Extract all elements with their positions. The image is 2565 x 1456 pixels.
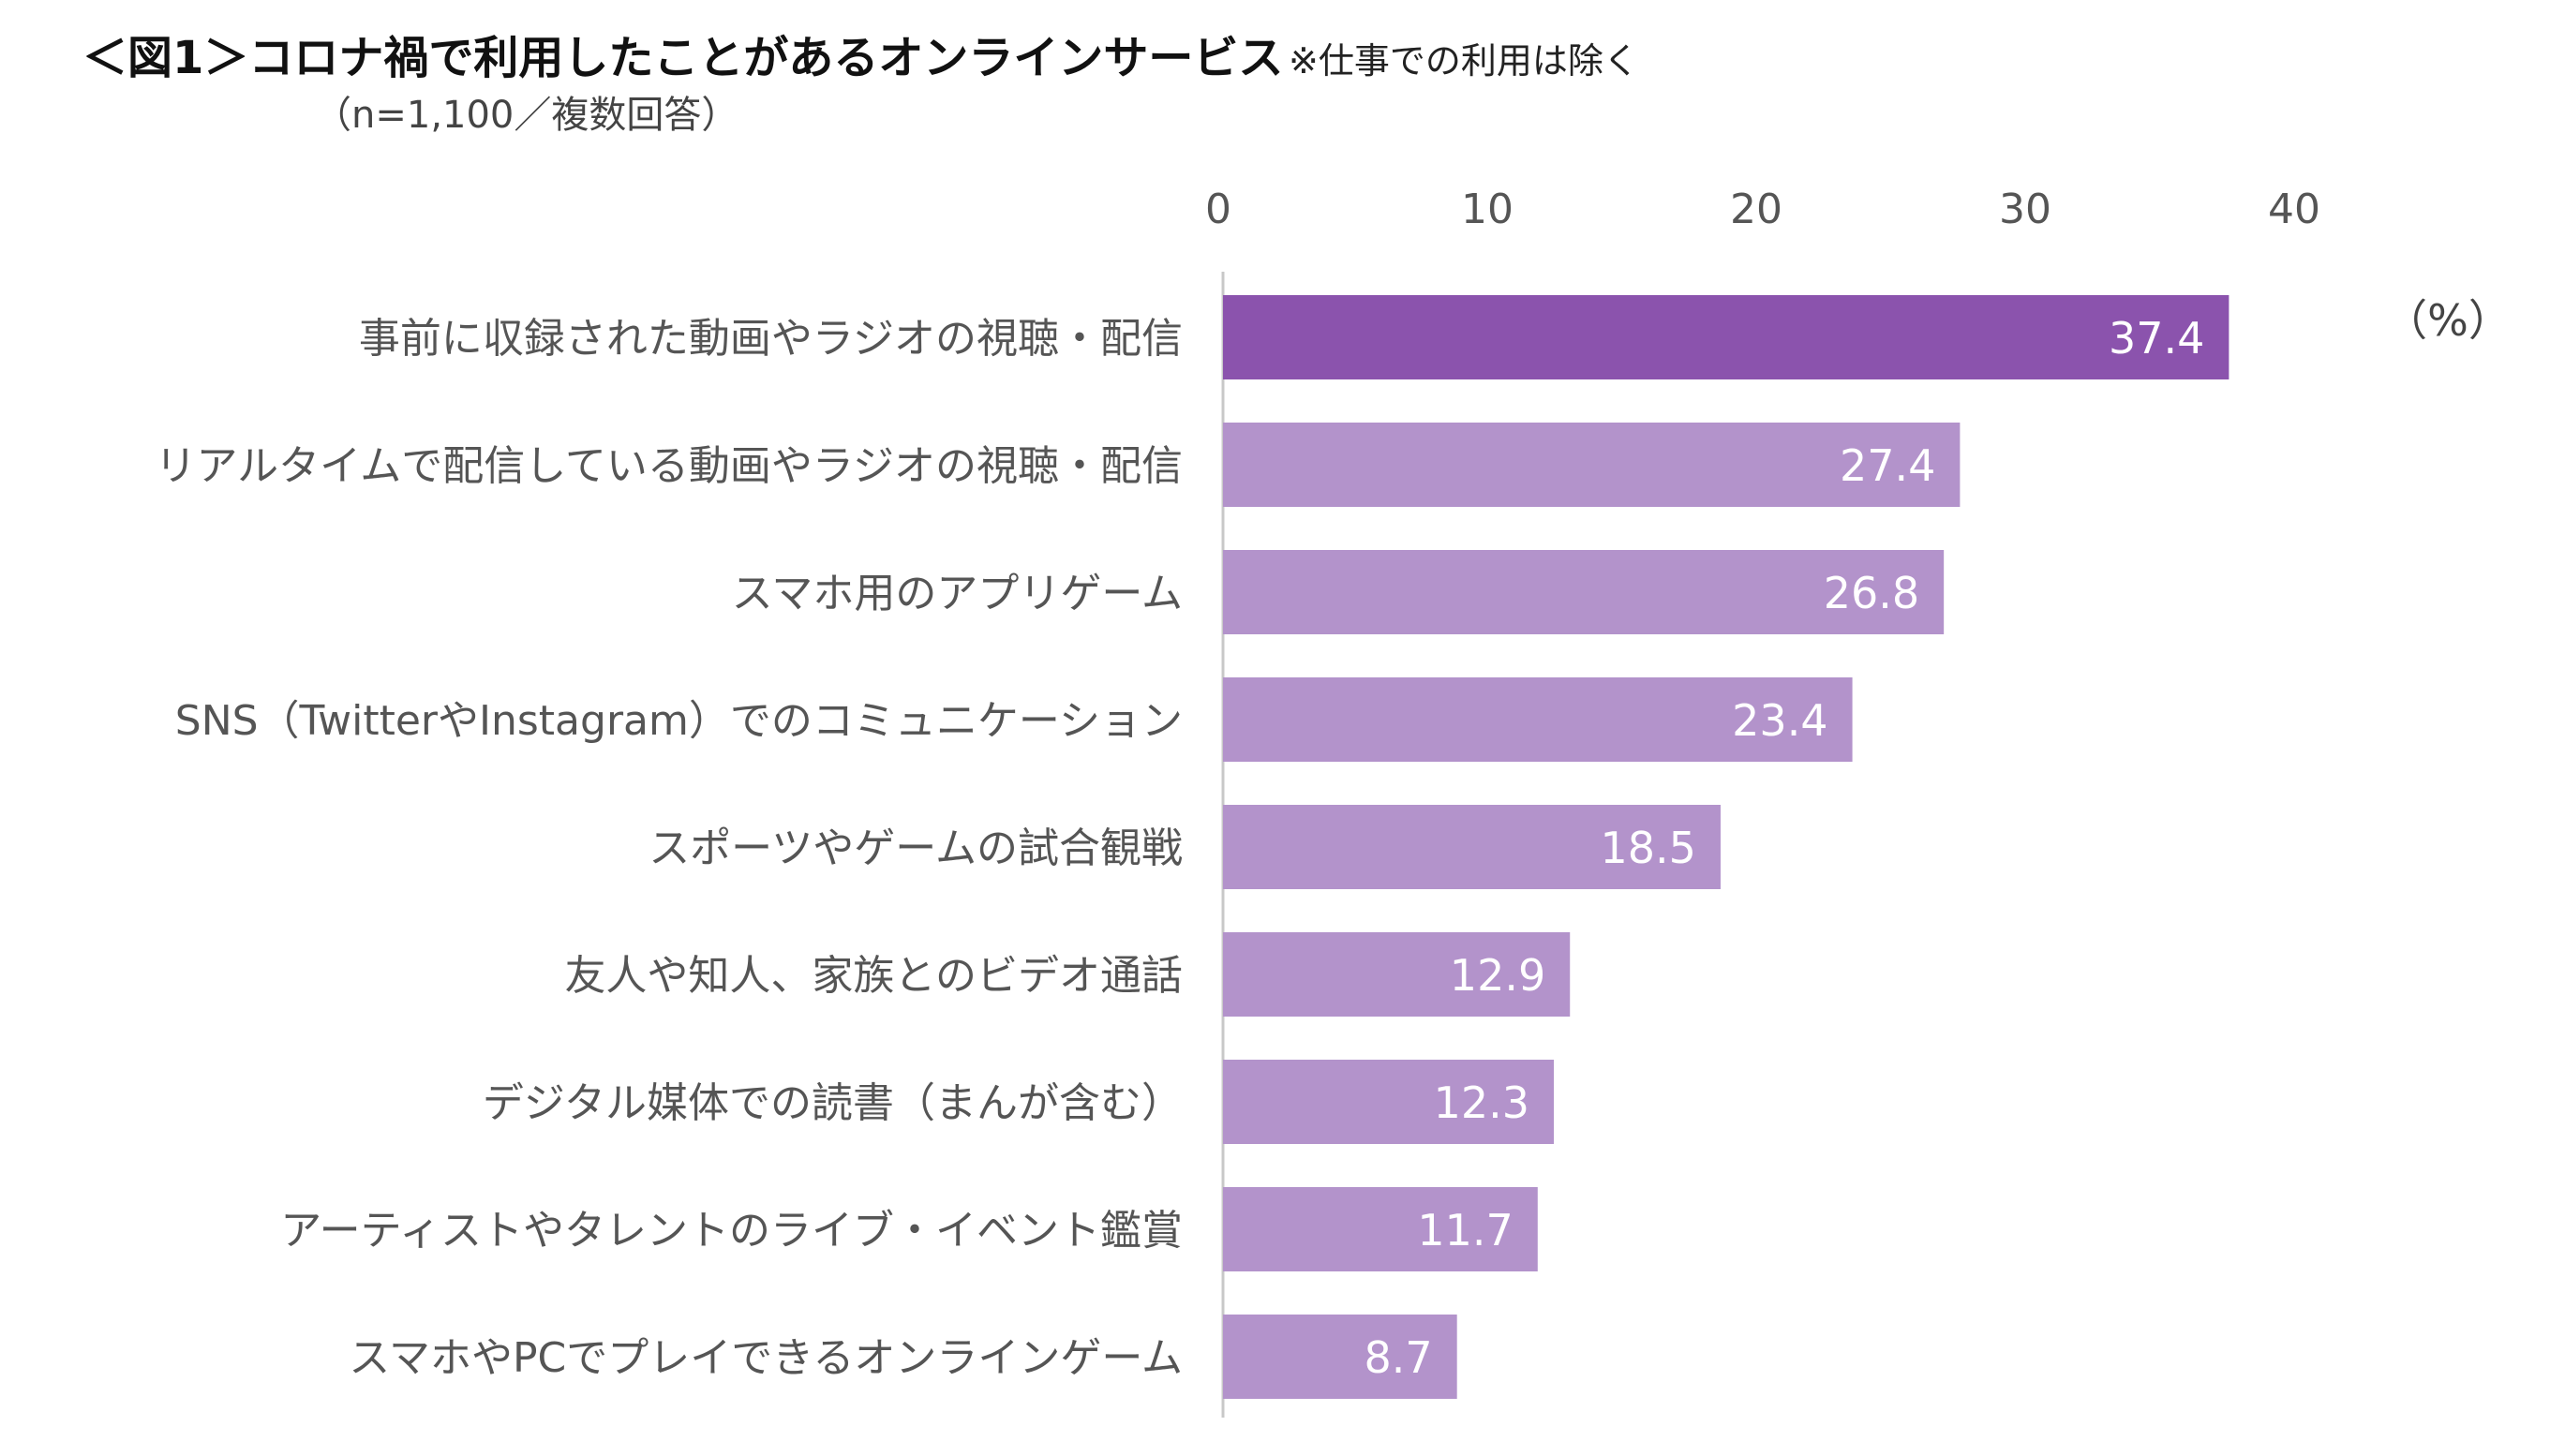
bars — [1223, 295, 2229, 1399]
category-label: スポーツやゲームの試合観戦 — [649, 825, 1183, 872]
bar — [1223, 1060, 1555, 1144]
category-label: SNS（TwitterやInstagram）でのコミュニケーション — [175, 697, 1183, 745]
bar — [1223, 1187, 1538, 1271]
value-labels: 37.4 27.4 26.8 23.4 18.5 12.9 12.3 11.7 8.7 — [1365, 313, 2205, 1383]
unit-label: （%） — [2384, 295, 2512, 346]
bar — [1223, 677, 1853, 762]
chart-note: ※仕事での利用は除く — [1289, 40, 1639, 82]
value-label: 11.7 — [1417, 1205, 1513, 1255]
bar — [1223, 932, 1571, 1017]
bar — [1223, 423, 1961, 507]
category-label: 事前に収録された動画やラジオの視聴・配信 — [359, 315, 1183, 363]
value-label: 8.7 — [1365, 1332, 1433, 1383]
value-label: 12.9 — [1450, 950, 1545, 1001]
x-axis-ticks: 0 10 20 30 40 — [1205, 186, 2320, 233]
bar — [1223, 1315, 1457, 1399]
bar — [1223, 295, 2229, 379]
category-label: スマホやPCでプレイできるオンラインゲーム — [349, 1334, 1183, 1382]
x-tick-label: 20 — [1730, 186, 1782, 233]
x-tick-label: 40 — [2268, 186, 2320, 233]
value-label: 27.4 — [1840, 440, 1935, 491]
value-label: 18.5 — [1601, 823, 1696, 873]
category-label: デジタル媒体での読書（まんが含む） — [483, 1079, 1183, 1127]
x-tick-label: 10 — [1461, 186, 1514, 233]
x-tick-label: 30 — [1999, 186, 2051, 233]
x-tick-label: 0 — [1205, 186, 1231, 233]
value-label: 26.8 — [1824, 568, 1919, 618]
value-label: 12.3 — [1434, 1077, 1529, 1128]
value-label: 37.4 — [2109, 313, 2204, 364]
category-label: スマホ用のアプリゲーム — [732, 570, 1183, 617]
chart-subtitle: （n=1,100／複数回答） — [314, 94, 739, 137]
chart-title: ＜図1＞コロナ禍で利用したことがあるオンラインサービス — [82, 32, 1284, 84]
category-label: アーティストやタレントのライブ・イベント鑑賞 — [280, 1207, 1183, 1255]
category-labels: 事前に収録された動画やラジオの視聴・配信リアルタイムで配信している動画やラジオの… — [156, 315, 1183, 1382]
bar — [1223, 550, 1945, 634]
category-label: 友人や知人、家族とのビデオ通話 — [564, 952, 1183, 1000]
bar — [1223, 805, 1721, 889]
value-label: 23.4 — [1732, 695, 1827, 746]
category-label: リアルタイムで配信している動画やラジオの視聴・配信 — [156, 442, 1183, 490]
